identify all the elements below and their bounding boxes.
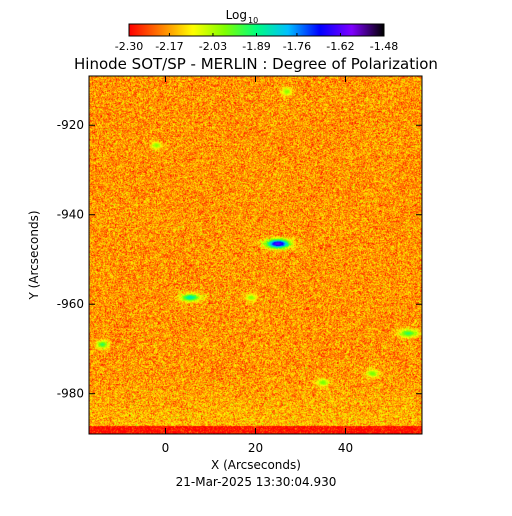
y-tick-label: -920 xyxy=(57,118,84,132)
polarization-map xyxy=(89,76,422,434)
colorbar-tick-label: -1.76 xyxy=(283,40,311,53)
colorbar-title: Log xyxy=(226,8,247,22)
y-tick-label: -960 xyxy=(57,297,84,311)
colorbar-tick-label: -2.30 xyxy=(115,40,143,53)
y-tick-label: -940 xyxy=(57,208,84,222)
colorbar-tick-label: -2.03 xyxy=(199,40,227,53)
x-axis-label: X (Arcseconds) xyxy=(211,458,301,472)
colorbar-tick-label: -1.48 xyxy=(370,40,398,53)
colorbar: Log 10 -2.30 -2.17 -2.03 -1.89 -1.76 -1.62 -1.… xyxy=(115,8,398,53)
x-tick-label: 40 xyxy=(338,441,353,455)
x-axis-ticks: 0 20 40 xyxy=(162,76,353,455)
y-tick-label: -980 xyxy=(57,387,84,401)
x-tick-label: 0 xyxy=(162,441,170,455)
colorbar-tick-label: -1.62 xyxy=(326,40,354,53)
x-tick-label: 20 xyxy=(248,441,263,455)
colorbar-title-subscript: 10 xyxy=(248,16,258,25)
chart-title: Hinode SOT/SP - MERLIN : Degree of Polar… xyxy=(74,55,438,73)
timestamp: 21-Mar-2025 13:30:04.930 xyxy=(176,475,337,489)
y-axis-ticks: -920 -940 -960 -980 xyxy=(57,118,422,401)
colorbar-tick-label: -1.89 xyxy=(242,40,270,53)
colorbar-gradient-image xyxy=(129,24,384,36)
colorbar-ticks: -2.30 -2.17 -2.03 -1.89 -1.76 -1.62 -1.48 xyxy=(115,33,398,53)
y-axis-label: Y (Arcseconds) xyxy=(27,210,41,300)
colorbar-tick-label: -2.17 xyxy=(155,40,183,53)
